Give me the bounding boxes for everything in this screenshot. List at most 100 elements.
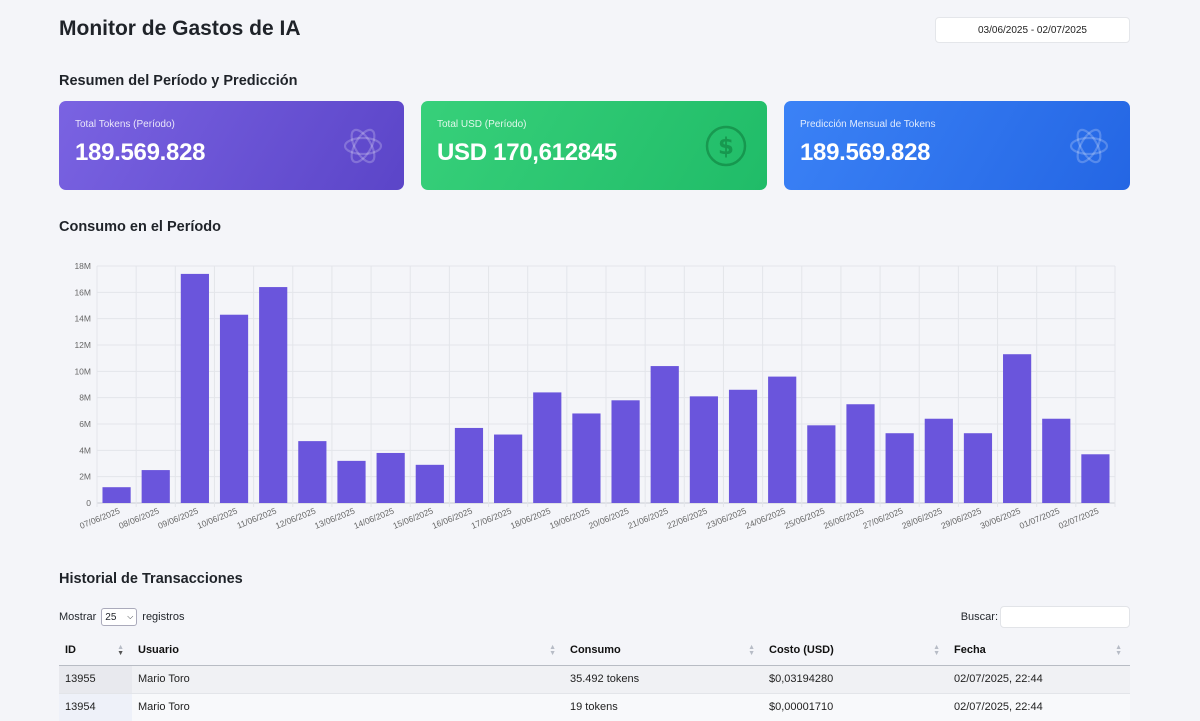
show-label: Mostrar (59, 611, 97, 623)
chart-bar (807, 425, 836, 503)
search-input[interactable] (1000, 606, 1130, 628)
chart-bar (689, 396, 718, 503)
chart-bar (376, 452, 405, 503)
chart-bar (259, 287, 288, 503)
y-tick-label: 6M (79, 419, 91, 429)
x-tick-label: 19/06/2025 (548, 505, 591, 530)
chart-bar (415, 464, 444, 503)
x-tick-label: 23/06/2025 (705, 505, 748, 530)
table-row[interactable]: 13955 Mario Toro 35.492 tokens $0,031942… (59, 665, 1130, 694)
y-tick-label: 2M (79, 472, 91, 482)
y-tick-label: 10M (74, 366, 91, 376)
x-tick-label: 15/06/2025 (391, 505, 434, 530)
chart-bar (963, 433, 993, 503)
chart-bar (494, 434, 523, 503)
consumption-chart: 0 2M 4M 6M 8M 10M 12M 14M 16M 18M 07/06/2025 08/06/… (59, 250, 1130, 540)
chart-bar (298, 441, 327, 503)
x-tick-label: 20/06/2025 (587, 505, 630, 530)
monthly-prediction-label: Predicción Mensual de Tokens (800, 119, 936, 130)
cell-consumption: 35.492 tokens (564, 665, 763, 694)
page-size-value: 25 (105, 611, 117, 623)
y-tick-label: 8M (79, 393, 91, 403)
y-tick-label: 0 (86, 498, 91, 508)
x-tick-label: 12/06/2025 (274, 505, 317, 530)
chevron-down-icon: ⌵ (127, 612, 134, 621)
x-tick-label: 13/06/2025 (313, 505, 356, 530)
cell-consumption: 19 tokens (564, 693, 763, 721)
chart-bar (768, 376, 797, 503)
openai-logo-icon (343, 128, 383, 164)
cell-date: 02/07/2025, 22:44 (948, 665, 1130, 694)
cell-id: 13954 (59, 693, 132, 721)
chart-bar (102, 487, 131, 503)
x-tick-label: 11/06/2025 (235, 505, 278, 530)
openai-logo-icon (1069, 128, 1109, 164)
y-tick-label: 4M (79, 445, 91, 455)
column-header-id[interactable]: ID ▲ ▼ (59, 636, 132, 666)
date-range-picker[interactable]: 03/06/2025 - 02/07/2025 (935, 17, 1130, 43)
chart-bar (572, 413, 601, 503)
x-tick-label: 02/07/2025 (1057, 505, 1100, 530)
sort-icon: ▲ ▼ (549, 644, 556, 657)
x-tick-label: 26/06/2025 (822, 505, 865, 530)
cell-user: Mario Toro (132, 665, 564, 694)
table-row[interactable]: 13954 Mario Toro 19 tokens $0,00001710 0… (59, 693, 1130, 721)
column-header-date[interactable]: Fecha ▲ ▼ (948, 636, 1130, 666)
consumption-bar-chart: 0 2M 4M 6M 8M 10M 12M 14M 16M 18M 07/06/202508/06/… (74, 261, 1116, 531)
chart-bar (1081, 454, 1110, 503)
x-tick-label: 27/06/2025 (861, 505, 904, 530)
x-tick-label: 08/06/2025 (117, 505, 160, 530)
sort-icon: ▲ ▼ (748, 644, 755, 657)
chart-bar (728, 389, 758, 503)
y-tick-label: 12M (74, 340, 91, 350)
x-tick-label: 07/06/2025 (78, 505, 121, 530)
search-area: Buscar: (961, 606, 1130, 628)
y-tick-label: 14M (74, 314, 91, 324)
x-tick-label: 16/06/2025 (431, 505, 474, 530)
x-tick-label: 01/07/2025 (1018, 505, 1061, 530)
chart-bar (924, 418, 953, 503)
sort-icon: ▲ ▼ (117, 644, 124, 657)
x-tick-label: 18/06/2025 (509, 505, 552, 530)
total-tokens-label: Total Tokens (Período) (75, 119, 175, 130)
x-tick-label: 09/06/2025 (156, 505, 199, 530)
column-header-user[interactable]: Usuario ▲ ▼ (132, 636, 564, 666)
y-tick-label: 16M (74, 287, 91, 297)
records-label: registros (142, 611, 185, 623)
chart-bar (885, 433, 914, 503)
page-size-select[interactable]: 25 ⌵ (101, 608, 138, 626)
chart-bar (180, 273, 209, 503)
cell-cost: $0,03194280 (763, 665, 948, 694)
chart-bar (141, 470, 170, 503)
total-tokens-card: Total Tokens (Período) 189.569.828 (59, 101, 404, 190)
column-header-cost[interactable]: Costo (USD) ▲ ▼ (763, 636, 948, 666)
table-header-row: ID ▲ ▼ Usuario ▲ ▼ Consumo ▲ ▼ Costo (USD) ▲ ▼ F… (59, 636, 1130, 666)
column-header-consumption[interactable]: Consumo ▲ ▼ (564, 636, 763, 666)
x-tick-label: 10/06/2025 (196, 505, 239, 530)
total-usd-label: Total USD (Período) (437, 119, 527, 130)
chart-bar (650, 366, 679, 503)
sort-icon: ▲ ▼ (1115, 644, 1122, 657)
consumption-title: Consumo en el Período (59, 219, 221, 235)
x-tick-label: 24/06/2025 (744, 505, 787, 530)
chart-bar (846, 404, 875, 503)
page-size-control: Mostrar 25 ⌵ registros (59, 608, 184, 626)
table-controls: Mostrar 25 ⌵ registros Buscar: (59, 606, 1130, 628)
monthly-prediction-value: 189.569.828 (800, 139, 931, 166)
transactions-title: Historial de Transacciones (59, 571, 243, 587)
cell-date: 02/07/2025, 22:44 (948, 693, 1130, 721)
cell-user: Mario Toro (132, 693, 564, 721)
svg-text:$: $ (718, 134, 734, 160)
chart-bar (219, 314, 249, 503)
transactions-table: ID ▲ ▼ Usuario ▲ ▼ Consumo ▲ ▼ Costo (USD) ▲ ▼ F… (59, 636, 1130, 721)
chart-bar (1042, 418, 1071, 503)
chart-bar (454, 427, 484, 503)
x-tick-label: 22/06/2025 (665, 505, 708, 530)
x-tick-label: 29/06/2025 (940, 505, 983, 530)
chart-bar (611, 400, 640, 503)
total-tokens-value: 189.569.828 (75, 139, 206, 166)
page-title: Monitor de Gastos de IA (59, 17, 301, 40)
monthly-prediction-card: Predicción Mensual de Tokens 189.569.828 (784, 101, 1130, 190)
x-tick-label: 30/06/2025 (979, 505, 1022, 530)
chart-bar (1003, 354, 1032, 503)
